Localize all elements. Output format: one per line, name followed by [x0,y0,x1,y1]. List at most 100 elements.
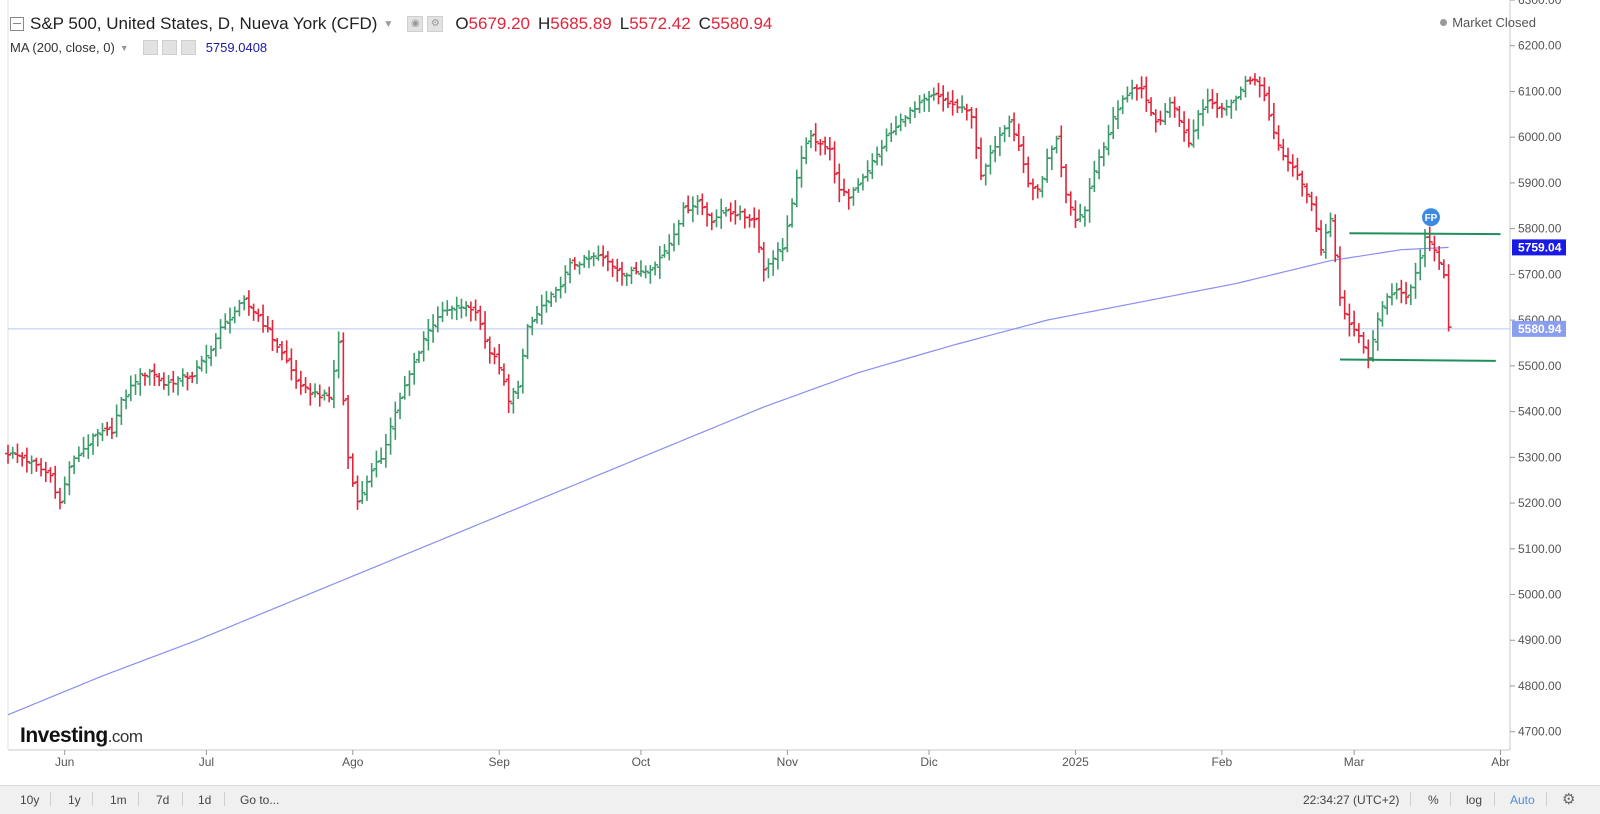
ohlc-bar [264,315,271,333]
ohlc-bar [756,209,762,253]
ohlc-bar [1143,76,1150,112]
collapse-legend-icon[interactable] [10,17,24,31]
ohlc-bar [1053,135,1060,154]
indicator-label[interactable]: MA (200, close, 0) [10,40,115,55]
ohlc-bar [222,313,229,330]
settings-icon[interactable] [161,40,177,55]
ohlc-bar [633,262,640,275]
ohlc-bar [250,303,257,321]
ohlc-bar [293,359,300,389]
range-10y-button[interactable]: 10y [20,793,40,807]
ohlc-bar [1138,76,1145,99]
range-7d-button[interactable]: 7d [156,793,170,807]
ohlc-bar [798,145,805,188]
ohlc-bar [902,115,909,127]
ohlc-bar [226,307,233,334]
ohlc-bar [1199,99,1206,127]
ohlc-bar [1020,135,1027,174]
ohlc-bar [1233,95,1240,111]
ohlc-bar [789,198,796,228]
ohlc-bar [283,340,290,364]
gear-icon[interactable]: ⚙ [1562,791,1576,808]
auto-toggle[interactable]: Auto [1510,793,1535,807]
ohlc-bar [557,276,564,299]
divider [224,792,225,806]
ohlc-bar [203,344,210,374]
ohlc-bar [694,195,701,215]
ohlc-bar [477,305,484,330]
ohlc-bar [217,319,224,349]
ohlc-bar [1148,97,1155,116]
ohlc-bar [349,453,356,487]
ohlc-bar [807,130,814,149]
percent-toggle[interactable]: % [1428,793,1439,807]
ohlc-bar [463,301,470,317]
ohlc-bar [1025,156,1032,188]
divider [1410,792,1411,806]
ohlc-bar [831,141,838,184]
ohlc-bar [661,244,668,258]
ohlc-close-value: 5580.94 [710,14,773,33]
ohlc-bar [387,417,394,455]
ohlc-bar [779,238,786,262]
ohlc-bar [529,316,536,336]
ohlc-bar [38,458,45,477]
ohlc-bar [864,160,871,182]
chevron-down-icon[interactable]: ▼ [119,42,129,53]
chevron-down-icon[interactable]: ▼ [383,18,394,30]
close-icon[interactable] [180,40,196,55]
ohlc-bar [245,290,252,316]
ohlc-bar [609,258,616,277]
ohlc-bar [699,193,706,216]
ohlc-bar [302,377,309,394]
y-tick-label: 6200.00 [1518,39,1562,53]
ohlc-bar [713,209,720,228]
ohlc-bar [548,291,555,308]
ohlc-bar [1242,75,1249,98]
range-1y-button[interactable]: 1y [68,793,81,807]
divider [138,792,139,806]
ohlc-bar [269,319,276,352]
ohlc-bar [482,311,489,349]
ohlc-bar [1114,100,1121,130]
ohlc-bar [765,258,772,279]
settings-icon[interactable]: ⚙ [427,16,444,32]
ohlc-bar [704,202,711,227]
visibility-icon[interactable]: ◉ [407,16,424,32]
ohlc-bar [1204,88,1211,114]
instrument-title[interactable]: S&P 500, United States, D, Nueva York (C… [30,14,378,33]
range-1d-button[interactable]: 1d [198,793,212,807]
range-1m-button[interactable]: 1m [110,793,127,807]
ohlc-bar [628,266,635,285]
ohlc-close-key: C [698,14,711,33]
ohlc-bar [184,372,191,391]
ohlc-bar [718,198,725,229]
ohlc-bar [642,265,649,279]
ohlc-bars [5,73,1452,510]
ohlc-bar [354,475,361,510]
ohlc-bar [278,341,285,361]
ohlc-bar [1129,79,1136,100]
y-tick-label: 6300.00 [1518,0,1562,7]
goto-button[interactable]: Go to... [240,793,280,807]
ohlc-bar [732,200,739,225]
y-tick-label: 4900.00 [1518,633,1562,647]
fp-badge-icon [1421,208,1440,227]
ohlc-bar [47,467,54,483]
visibility-icon[interactable] [142,40,158,55]
ohlc-bar [774,242,781,270]
ohlc-bar [1351,310,1358,337]
y-tick-label: 4800.00 [1518,679,1562,693]
ohlc-bar [198,355,205,372]
ohlc-bar [708,212,715,231]
ohlc-bar [1285,147,1292,172]
ohlc-bar [562,265,569,294]
ohlc-bar [1270,102,1277,140]
divider [182,792,183,806]
log-toggle[interactable]: log [1466,793,1483,807]
ohlc-bar [448,305,455,320]
indicator-legend: MA (200, close, 0) ▼ 5759.0408 [10,40,267,55]
ohlc-bar [425,319,432,351]
ohlc-bar [1355,323,1362,344]
